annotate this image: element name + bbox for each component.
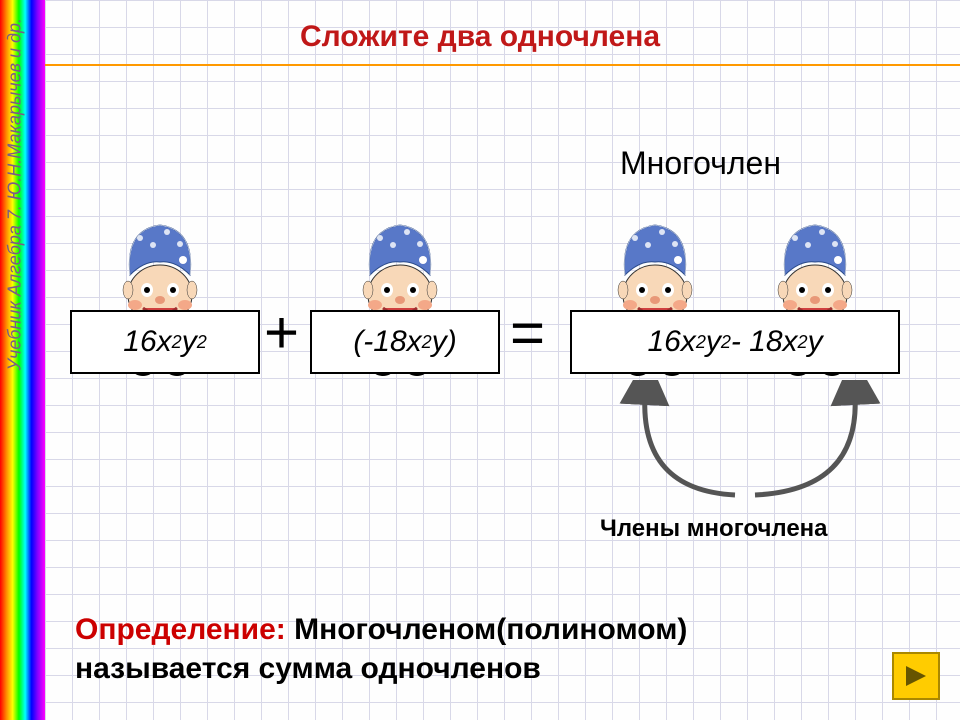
definition-keyword: Определение:: [75, 613, 286, 646]
plus-operator: +: [264, 298, 299, 367]
members-label: Члены многочлена: [600, 515, 828, 543]
next-button[interactable]: [892, 652, 940, 700]
definition-text: Определение: Многочленом(полиномом) назы…: [75, 610, 687, 688]
equals-operator: =: [510, 298, 545, 367]
formula-box-1: 16x2y2: [70, 310, 260, 374]
arrow-right-icon: [901, 661, 931, 691]
formula-box-result: 16x2y2 - 18x2y: [570, 310, 900, 374]
formula-box-2: (-18x2y): [310, 310, 500, 374]
page-title: Сложите два одночлена: [0, 20, 960, 54]
title-underline: [45, 64, 960, 66]
member-arrows: [580, 380, 920, 520]
polynomial-label: Многочлен: [620, 145, 781, 182]
textbook-credit: Учебник Алгебра 7. Ю.Н.Макарычев и др.: [5, 0, 26, 371]
